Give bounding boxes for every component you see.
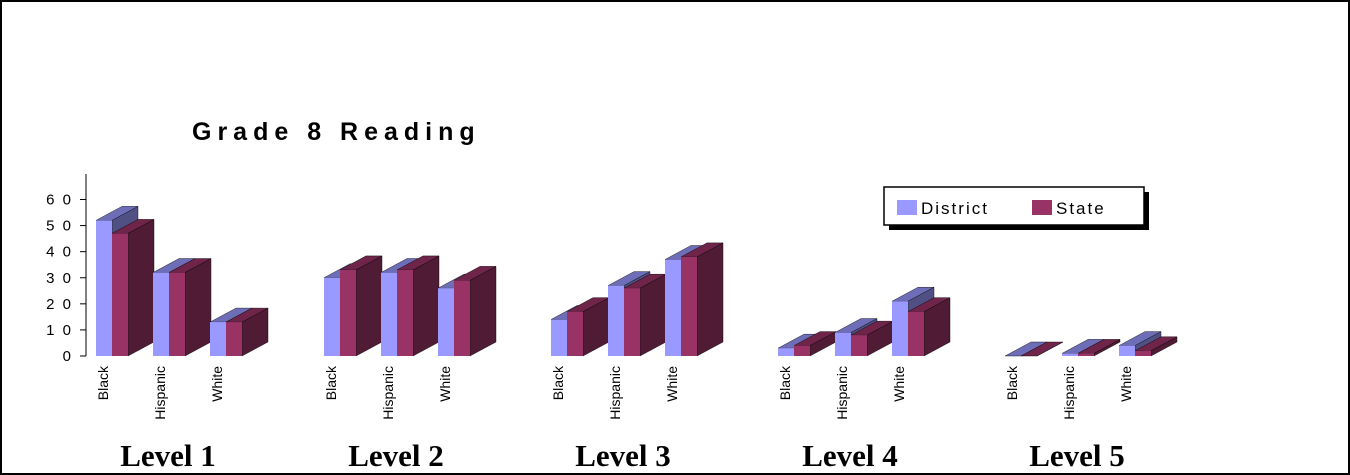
bar-state <box>396 255 440 357</box>
category-label: Black <box>1004 365 1020 400</box>
group-label: Level 3 <box>575 438 671 473</box>
legend-label: District <box>921 199 989 218</box>
y-tick-label: 0 <box>63 348 73 365</box>
legend: District State <box>883 186 1149 230</box>
y-tick-label: 2 0 <box>46 296 73 313</box>
category-label: Hispanic <box>607 366 623 420</box>
y-tick-label: 5 0 <box>46 218 73 235</box>
category-label: White <box>664 366 680 402</box>
bar-state <box>1077 339 1121 357</box>
bar-state <box>339 255 383 357</box>
bar-state <box>680 242 724 357</box>
bar-state <box>566 297 610 357</box>
legend-swatch <box>1032 200 1052 215</box>
category-label: White <box>891 366 907 402</box>
bar-state <box>111 219 155 357</box>
bar-state <box>623 273 667 357</box>
category-labels: Black Hispanic White Black Hispanic White Blac… <box>95 365 1134 420</box>
bar-state <box>168 258 212 357</box>
group-labels: Level 1 Level 2 Level 3 Level 4 Level 5 <box>120 438 1125 473</box>
y-tick-label: 3 0 <box>46 270 73 287</box>
category-label: White <box>209 366 225 402</box>
group-label: Level 1 <box>120 438 216 473</box>
legend-label: State <box>1056 199 1106 218</box>
chart-title: Grade 8 Reading <box>192 118 481 146</box>
category-label: Black <box>95 365 111 400</box>
category-label: Hispanic <box>380 366 396 420</box>
group-label: Level 4 <box>802 438 898 473</box>
bar-state <box>1134 336 1178 357</box>
legend-swatch <box>897 200 917 215</box>
category-label: White <box>437 366 453 402</box>
category-label: Hispanic <box>834 366 850 420</box>
category-label: Hispanic <box>152 366 168 420</box>
category-label: Black <box>323 365 339 400</box>
bar-state <box>793 331 837 357</box>
category-label: Black <box>550 365 566 400</box>
bar-state <box>1020 341 1064 357</box>
bars <box>95 206 1178 357</box>
y-tick-label: 4 0 <box>46 244 73 261</box>
category-label: Hispanic <box>1061 366 1077 420</box>
category-label: Black <box>777 365 793 400</box>
bar-state <box>907 297 951 357</box>
group-label: Level 2 <box>348 438 444 473</box>
group-label: Level 5 <box>1029 438 1125 473</box>
y-tick-label: 1 0 <box>46 322 73 339</box>
legend-box <box>883 186 1145 226</box>
bar-state <box>225 307 269 357</box>
category-label: White <box>1118 366 1134 402</box>
bar-state <box>453 266 497 357</box>
y-tick-label: 6 0 <box>46 192 73 209</box>
y-axis: 0 1 0 2 0 3 0 4 0 5 0 6 0 <box>46 192 86 365</box>
